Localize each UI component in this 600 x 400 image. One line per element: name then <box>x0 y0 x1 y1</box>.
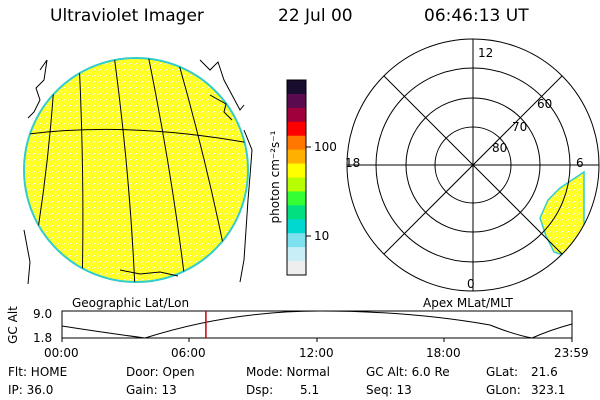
auroral-patch <box>539 170 585 257</box>
colorbar-band <box>287 121 306 137</box>
mlat-label-80: 80 <box>492 141 508 155</box>
info-door: Door: Open <box>126 365 195 379</box>
mlat-label-60: 60 <box>537 97 553 111</box>
info-glat-label: GLat: <box>486 365 519 379</box>
colorbar-band <box>287 163 306 178</box>
xtick-2359: 23:59 <box>554 346 589 360</box>
info-mode: Mode: Normal <box>246 365 330 379</box>
info-ip: IP: 36.0 <box>8 383 54 397</box>
colorbar-band <box>287 135 306 151</box>
info-gc-alt: GC Alt: 6.0 Re <box>366 365 450 379</box>
mlt-label-12: 12 <box>478 46 494 60</box>
colorbar-band <box>287 205 306 220</box>
colorbar-tick-100: 100 <box>314 140 337 154</box>
info-glat-value: 21.6 <box>531 365 558 379</box>
info-dsp-label: Dsp: <box>246 383 274 397</box>
xtick-1200: 12:00 <box>299 346 334 360</box>
colorbar-band <box>287 149 306 165</box>
xtick-1800: 18:00 <box>426 346 461 360</box>
coastline-outlines <box>23 59 253 285</box>
colorbar-unit-label: photon cm⁻²s⁻¹ <box>268 130 282 224</box>
mlat-label-70: 70 <box>512 120 528 134</box>
polar-grid <box>346 38 600 292</box>
mlt-label-18: 18 <box>345 156 361 170</box>
earth-image <box>23 57 253 285</box>
apex-caption: Apex MLat/MLT <box>423 296 513 310</box>
colorbar-band <box>287 219 306 234</box>
colorbar-tick-10: 10 <box>314 229 330 243</box>
xtick-0600: 06:00 <box>171 346 206 360</box>
colorbar-band <box>287 261 306 276</box>
xtick-0000: 00:00 <box>44 346 79 360</box>
altitude-plot <box>61 310 573 342</box>
altitude-ytick-max: 9.0 <box>33 307 53 321</box>
colorbar-band <box>287 107 306 123</box>
colorbar-band <box>287 93 306 109</box>
colorbar-band <box>287 247 306 262</box>
info-dsp-value: 5.1 <box>300 383 320 397</box>
app-title: Ultraviolet Imager <box>50 6 204 26</box>
time-label: 06:46:13 UT <box>424 6 529 26</box>
colorbar-band <box>287 80 306 95</box>
colorbar-band <box>287 233 306 248</box>
info-flt: Flt: HOME <box>8 365 68 379</box>
geographic-caption: Geographic Lat/Lon <box>72 296 190 310</box>
mlt-label-6: 6 <box>576 156 584 170</box>
info-gain: Gain: 13 <box>126 383 177 397</box>
date-label: 22 Jul 00 <box>278 6 353 26</box>
info-seq: Seq: 13 <box>366 383 412 397</box>
altitude-ylabel: GC Alt <box>6 306 20 344</box>
altitude-ytick-min: 1.8 <box>33 331 53 345</box>
colorbar-band <box>287 177 306 192</box>
info-glon-value: 323.1 <box>531 383 566 397</box>
colorbar-band <box>287 191 306 206</box>
info-glon-label: GLon: <box>486 383 521 397</box>
colorbar <box>286 79 311 276</box>
mlt-label-0: 0 <box>467 277 475 291</box>
